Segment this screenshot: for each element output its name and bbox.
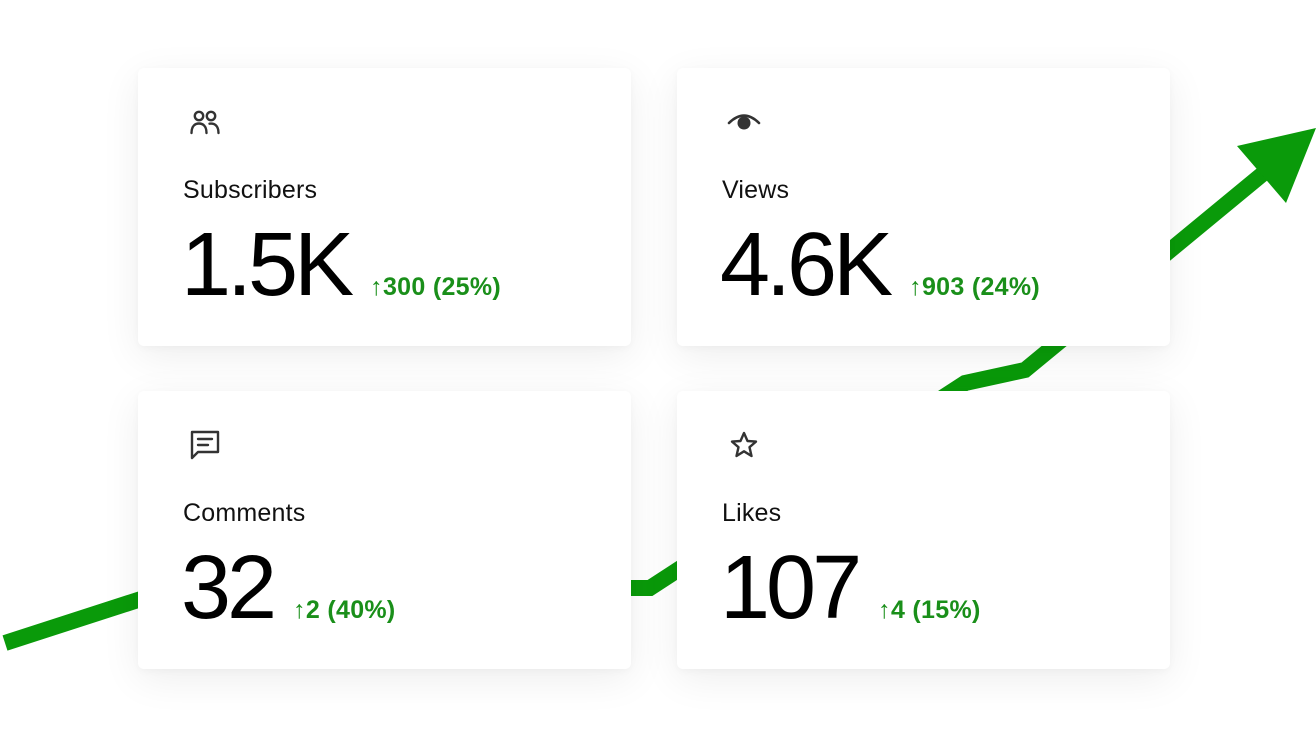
card-value: 107: [720, 538, 862, 638]
stat-card-views: Views 4.6K ↑903 (24%): [677, 68, 1170, 346]
eye-icon: [727, 106, 761, 138]
star-icon: [727, 429, 761, 461]
card-label: Comments: [183, 499, 306, 527]
card-value: 4.6K: [720, 215, 893, 315]
card-stat: 1.5K ↑300 (25%): [181, 220, 501, 310]
card-label: Likes: [722, 499, 782, 527]
users-icon: [188, 106, 222, 138]
card-delta: ↑300 (25%): [370, 273, 502, 301]
card-stat: 4.6K ↑903 (24%): [720, 220, 1040, 310]
card-delta: ↑4 (15%): [878, 596, 981, 624]
card-label: Subscribers: [183, 176, 318, 204]
comment-icon: [188, 429, 222, 461]
card-value: 1.5K: [181, 215, 354, 315]
card-delta: ↑903 (24%): [909, 273, 1041, 301]
card-label: Views: [722, 176, 790, 204]
stat-card-comments: Comments 32 ↑2 (40%): [138, 391, 631, 669]
card-value: 32: [181, 538, 277, 638]
card-stat: 107 ↑4 (15%): [720, 543, 981, 633]
stat-card-subscribers: Subscribers 1.5K ↑300 (25%): [138, 68, 631, 346]
card-stat: 32 ↑2 (40%): [181, 543, 396, 633]
card-delta: ↑2 (40%): [293, 596, 396, 624]
stat-card-likes: Likes 107 ↑4 (15%): [677, 391, 1170, 669]
